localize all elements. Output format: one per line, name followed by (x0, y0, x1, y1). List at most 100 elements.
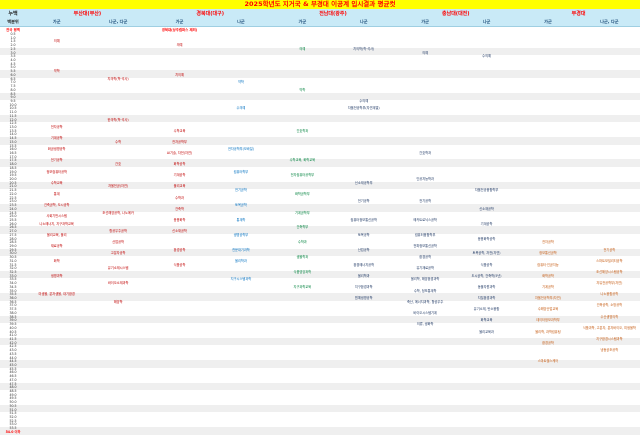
row-label[interactable]: 28.5 (9, 240, 17, 245)
row-label[interactable]: 33.5 (9, 277, 17, 282)
row-label[interactable]: 10.5 (9, 106, 17, 111)
empty-cell[interactable] (333, 431, 394, 435)
row-label[interactable]: 53.0 (9, 422, 17, 427)
dept-cell[interactable]: 화학교육 (480, 318, 493, 323)
dept-cell[interactable]: 물리교육 (173, 184, 186, 189)
dept-cell[interactable]: AI기술, 자전(자연) (166, 151, 193, 155)
empty-cell[interactable] (26, 431, 87, 435)
row-label[interactable]: 49.5 (9, 396, 17, 401)
dept-cell[interactable]: 산업공학 (112, 240, 124, 245)
row-label[interactable]: 35.5 (9, 292, 17, 297)
dept-cell[interactable]: 의예 (53, 39, 60, 44)
dept-cell[interactable]: 간호 (115, 162, 122, 167)
dept-cell[interactable]: 물리학과 (235, 258, 247, 263)
row-label[interactable]: 5.0 (10, 65, 16, 70)
row-label[interactable]: 2.0 (10, 43, 16, 48)
row-label[interactable]: 42.0 (9, 340, 17, 345)
row-label[interactable]: 40.5 (9, 329, 17, 334)
dept-cell[interactable]: 의예 (422, 50, 429, 55)
dept-cell[interactable]: 한의학(학·석사) (107, 117, 129, 122)
dept-cell[interactable]: 조선해양시스템공학 (596, 270, 623, 274)
dept-cell[interactable]: 유기소재, 탄소융합 (473, 307, 500, 312)
row-label[interactable]: 21.0 (9, 184, 17, 189)
dept-cell[interactable]: 전자공학 (50, 124, 63, 129)
row-label[interactable]: 46.0 (9, 370, 17, 375)
row-label[interactable]: 51.5 (9, 411, 17, 416)
dept-cell[interactable]: 환경공학 (173, 247, 186, 252)
dept-cell[interactable]: 화공생명공학 (47, 147, 66, 152)
dept-cell[interactable]: 환경공학 (542, 340, 554, 345)
dept-cell[interactable]: 축산, 에너지과학, 항공우주 (406, 299, 444, 304)
dept-cell[interactable]: 응용화학 (173, 217, 186, 222)
dept-cell[interactable]: 전기공학 (357, 199, 370, 204)
row-label[interactable]: 19.5 (9, 173, 17, 178)
row-label[interactable]: 1.5 (10, 39, 16, 44)
row-label[interactable]: 47.5 (9, 381, 17, 386)
row-label[interactable]: 25.0 (9, 214, 17, 219)
dept-cell[interactable]: 나노에너지, 지구과학교육 (39, 221, 74, 226)
row-label[interactable]: 4.0 (10, 58, 16, 63)
dept-cell[interactable]: 기계공학 (542, 284, 554, 289)
row-label[interactable]: 41.0 (9, 333, 17, 338)
dept-cell[interactable]: 전자공학 (542, 240, 554, 245)
empty-cell[interactable] (210, 431, 271, 435)
group-header-0[interactable]: 부산대(부산) (73, 11, 102, 17)
row-label[interactable]: 5.5 (10, 69, 16, 74)
row-label[interactable]: 52.5 (9, 418, 17, 423)
dept-cell[interactable]: 건축공학, 소방공학 (596, 303, 623, 308)
dept-cell[interactable]: 신소재공학부 (354, 180, 373, 185)
row-label[interactable]: 23.5 (9, 203, 17, 208)
row-label[interactable]: 23.0 (9, 199, 17, 204)
row-label[interactable]: 16.0 (9, 147, 17, 152)
row-label[interactable]: 35.0 (9, 288, 17, 293)
dept-cell[interactable]: 환경공학 (419, 255, 431, 260)
dept-cell[interactable]: 수학교육 (50, 180, 63, 185)
dept-cell[interactable]: 수학교육, 화학교육 (289, 158, 316, 163)
row-label[interactable]: 18.5 (9, 165, 17, 170)
dept-cell[interactable]: 자율전공융합학부 (474, 188, 499, 193)
row-label[interactable]: 10.0 (9, 102, 17, 107)
row-label[interactable]: 39.5 (9, 322, 17, 327)
dept-cell[interactable]: 해양학 (113, 299, 123, 304)
row-label[interactable]: 29.0 (9, 243, 17, 248)
dept-cell[interactable]: 수의예 (236, 106, 246, 111)
row-label[interactable]: 6.5 (10, 76, 16, 81)
dept-cell[interactable]: 컴퓨터·인공지능 (537, 262, 559, 267)
dept-cell[interactable]: 수학과 (175, 195, 184, 200)
dept-cell[interactable]: 물리교육과 (479, 329, 494, 334)
dept-cell[interactable]: 재료공학 (50, 243, 63, 248)
dept-cell[interactable]: 생명과학 (50, 273, 63, 278)
empty-cell[interactable] (149, 431, 210, 435)
dept-cell[interactable]: 원예생명공학 (354, 296, 373, 301)
row-label[interactable]: 15.5 (9, 143, 17, 148)
empty-cell[interactable] (579, 431, 640, 435)
dept-cell[interactable]: 도시공학, 건축학(5년) (471, 273, 502, 278)
row-label[interactable]: 31.5 (9, 262, 17, 267)
dept-cell[interactable]: 토목공학 (357, 232, 370, 237)
row-label[interactable]: 38.0 (9, 310, 17, 315)
row-label[interactable]: 46.5 (9, 374, 17, 379)
row-label[interactable]: 16.5 (9, 151, 17, 155)
empty-cell[interactable] (517, 431, 578, 435)
dept-cell[interactable]: 수의예 (359, 98, 369, 103)
dept-cell[interactable]: 화학 (53, 258, 60, 263)
row-label[interactable]: 27.0 (9, 229, 17, 234)
dept-cell[interactable]: 기계공학 (173, 173, 186, 178)
row-label[interactable]: 0.5 (10, 32, 16, 36)
row-label[interactable]: 36.5 (9, 299, 17, 304)
row-label[interactable]: 34.0 (9, 281, 17, 286)
row-label[interactable]: 29.5 (9, 247, 17, 252)
dept-cell[interactable]: 자율전공학부(자연계열) (347, 106, 380, 111)
sub-header-3-0[interactable]: 가군 (421, 19, 429, 24)
row-label[interactable]: 42.5 (9, 344, 17, 349)
sub-header-2-0[interactable]: 가군 (298, 19, 307, 24)
dept-cell[interactable]: 기계공학부 (294, 210, 310, 215)
row-label[interactable]: 7.0 (10, 80, 16, 85)
dept-cell[interactable]: 나노융합공학 (600, 292, 619, 297)
dept-cell[interactable]: 전기공학 (50, 158, 63, 163)
dept-cell[interactable]: 지구시스템과학 (230, 277, 252, 282)
dept-cell[interactable]: 전기공학 (419, 199, 431, 204)
row-label[interactable]: 27.5 (9, 232, 17, 237)
dept-cell[interactable]: 수해양산업교육 (537, 307, 559, 312)
dept-cell[interactable]: 기계공학 (50, 136, 63, 141)
